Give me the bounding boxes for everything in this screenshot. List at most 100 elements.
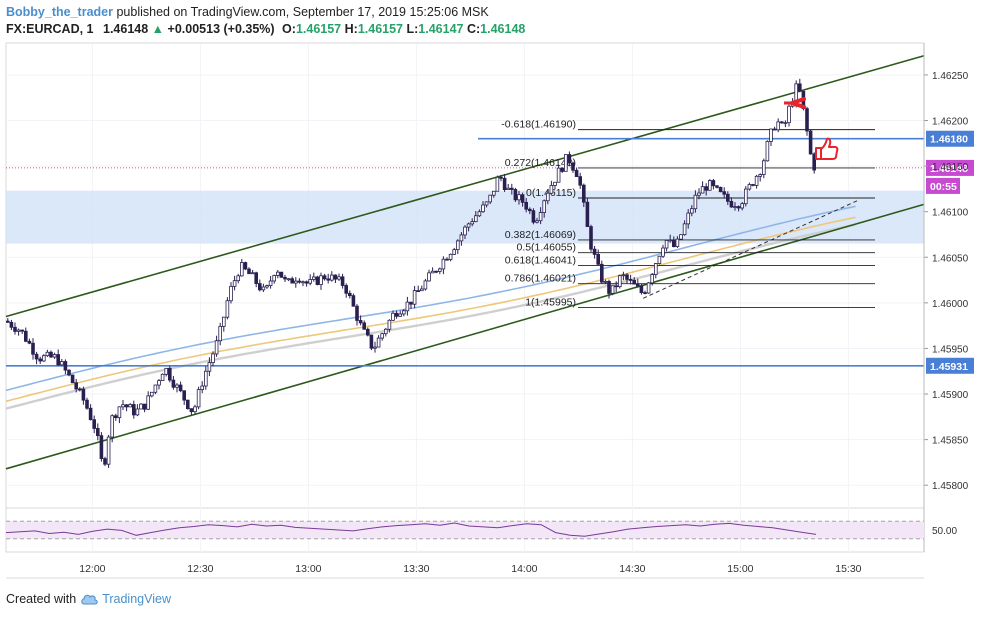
candle-up [380, 333, 384, 339]
candle-down [103, 458, 107, 465]
candle-down [560, 167, 564, 172]
candle-down [182, 390, 187, 401]
candle-down [409, 301, 413, 305]
candle-up [146, 395, 151, 410]
candle-up [265, 285, 269, 288]
candle-down [297, 280, 302, 283]
candle-up [473, 215, 478, 223]
created-with-label: Created with [6, 592, 77, 606]
candle-up [535, 220, 539, 223]
candle-up [430, 270, 435, 274]
candle-up [762, 160, 766, 175]
ma-gray-line [5, 223, 856, 410]
candle-down [358, 320, 363, 324]
candle-down [88, 407, 93, 421]
rsi-tick-label: 50.00 [932, 526, 957, 537]
candle-down [369, 334, 374, 349]
horizontal-levels [6, 137, 924, 367]
candle-down [333, 274, 338, 280]
candle-down [798, 83, 802, 92]
rsi-line [5, 522, 817, 537]
low-value: 1.46147 [418, 22, 464, 36]
time-tick-label: 15:30 [835, 563, 861, 575]
candle-down [365, 328, 370, 336]
candle-down [614, 285, 618, 288]
candle-down [718, 186, 723, 193]
candle-down [639, 285, 644, 293]
candle-up [747, 184, 752, 190]
candle-up [481, 204, 485, 213]
candle-down [596, 254, 600, 265]
candle-up [286, 278, 291, 281]
price-axis[interactable]: 1.46250 1.46200 1.46150 1.46100 1.46050 1.460… [923, 43, 969, 552]
price-axis-tags: 1.46180 1.46148 00:55 1.45931 [926, 130, 974, 374]
candle-down [643, 292, 647, 294]
candle-down [85, 399, 89, 409]
candle-up [419, 288, 424, 292]
author-link[interactable]: Bobby_the_trader [6, 5, 113, 19]
candle-down [34, 353, 39, 360]
price-change: +0.00513 (+0.35%) [167, 22, 275, 36]
price-tag-label: 1.46148 [930, 163, 968, 175]
time-tick-label: 14:00 [511, 563, 537, 575]
candle-up [376, 337, 381, 348]
candle-up [268, 280, 273, 286]
candle-up [787, 105, 791, 124]
candle-up [517, 194, 521, 201]
candle-up [661, 247, 665, 257]
candle-up [214, 340, 219, 355]
fib-label: 0.382(1.46069) [505, 229, 576, 241]
channel-lower-line [5, 203, 925, 470]
candle-up [117, 406, 122, 419]
candle-up [225, 300, 230, 318]
candle-down [340, 276, 345, 286]
candle-up [769, 128, 773, 142]
price-tag-bg [926, 357, 974, 374]
candle-down [632, 279, 636, 285]
time-axis[interactable]: 12:00 12:30 13:00 13:30 14:00 14:30 15:00 15:30 [79, 563, 861, 575]
tradingview-link[interactable]: TradingView [102, 592, 171, 606]
candle-up [261, 286, 266, 291]
candle-down [92, 419, 97, 429]
candle-down [178, 384, 183, 392]
candle-down [124, 404, 129, 408]
price-tick-label: 1.46200 [932, 117, 969, 128]
candle-up [203, 370, 208, 387]
candle-down [736, 206, 741, 209]
candle-down [243, 262, 248, 270]
candle-up [164, 367, 169, 375]
price-tick-label: 1.46150 [932, 162, 969, 173]
candle-down [499, 176, 503, 179]
price-tag-bg [926, 130, 974, 147]
candle-up [455, 240, 460, 251]
candle-up [463, 226, 467, 236]
candle-up [488, 194, 492, 203]
candle-up [412, 290, 417, 305]
candle-down [628, 278, 633, 281]
candle-up [758, 174, 762, 177]
candle-up [135, 408, 140, 416]
close-value: 1.46148 [480, 22, 526, 36]
candle-up [401, 310, 406, 315]
candle-up [196, 389, 201, 408]
candle-up [564, 154, 568, 172]
candle-down [283, 276, 287, 280]
time-tick-label: 12:30 [187, 563, 213, 575]
candle-down [315, 276, 320, 285]
price-chart[interactable]: -0.618(1.46190)0.272(1.46148)0(1.46115)0… [0, 0, 988, 590]
candle-up [765, 141, 770, 162]
channel-upper-line [5, 54, 925, 318]
candle-down [20, 329, 24, 332]
candle-down [13, 326, 17, 332]
candle-down [70, 374, 75, 384]
candle-down [722, 191, 726, 195]
candle-up [459, 234, 464, 242]
candle-up [301, 281, 305, 284]
candle-up [398, 313, 402, 317]
candle-down [6, 320, 10, 323]
grid [6, 43, 924, 552]
candle-up [139, 403, 143, 410]
candle-up [311, 276, 316, 280]
candle-down [257, 283, 262, 291]
candle-down [99, 435, 104, 459]
